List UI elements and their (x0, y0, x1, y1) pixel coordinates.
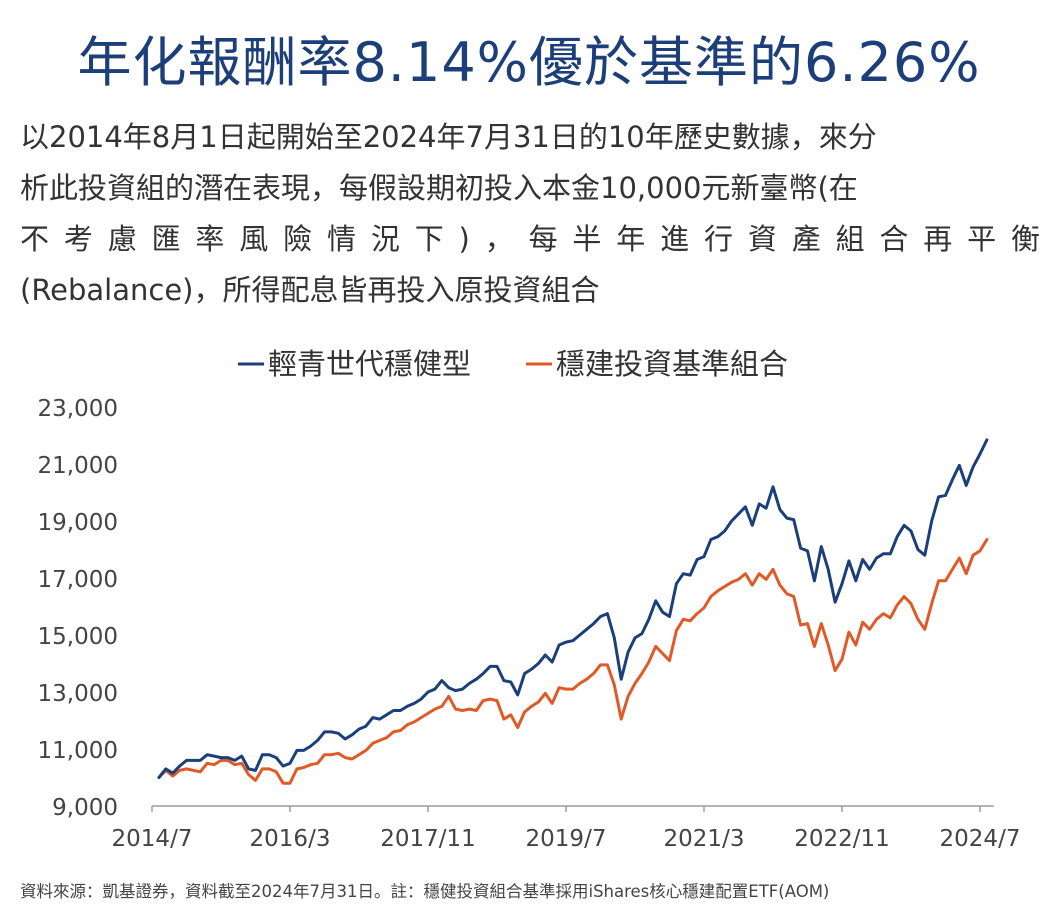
page-title: 年化報酬率8.14%優於基準的6.26% (77, 31, 981, 94)
description-line-2: 析此投資組的潛在表現，每假設期初投入本金10,000元新臺幣(在 (20, 171, 858, 205)
series-layer (157, 438, 989, 785)
y-tick-label: 19,000 (38, 510, 118, 536)
y-tick-label: 15,000 (38, 624, 118, 650)
y-tick-label: 13,000 (38, 681, 118, 707)
x-axis: 2014/7 2016/3 2017/11 2019/7 2021/3 2022/11 20… (112, 805, 1021, 852)
description-line-3: 不考慮匯率風險情況下)，每半年進行資產組合再平衡 (20, 222, 1040, 256)
legend-label-series-1: 輕青世代穩健型 (268, 347, 471, 381)
x-tick-label: 2022/11 (794, 826, 890, 852)
description: 以2014年8月1日起開始至2024年7月31日的10年歷史數據，來分 析此投資… (20, 112, 1040, 316)
legend-label-series-2: 穩建投資基準組合 (556, 347, 788, 381)
x-tick-label: 2024/7 (940, 826, 1021, 852)
x-tick-label: 2019/7 (526, 826, 607, 852)
footnote: 資料來源：凱基證券，資料截至2024年7月31日。註：穩健投資組合基準採用iSh… (20, 882, 830, 901)
x-tick-label: 2014/7 (112, 826, 193, 852)
description-line-1: 以2014年8月1日起開始至2024年7月31日的10年歷史數據，來分 (20, 120, 877, 154)
y-tick-label: 21,000 (38, 453, 118, 479)
y-tick-label: 17,000 (38, 567, 118, 593)
y-tick-label: 11,000 (38, 738, 118, 764)
y-tick-label: 9,000 (52, 795, 118, 821)
x-tick-label: 2017/11 (380, 826, 476, 852)
x-tick-label: 2021/3 (664, 826, 745, 852)
chart-legend: 輕青世代穩健型 穩建投資基準組合 (238, 347, 788, 381)
y-tick-label: 23,000 (38, 396, 118, 422)
description-line-4: (Rebalance)，所得配息皆再投入原投資組合 (20, 273, 600, 307)
series-line-2 (157, 538, 989, 785)
line-chart: 輕青世代穩健型 穩建投資基準組合 9,000 11,000 13,000 15,000… (38, 347, 1021, 852)
series-line-1 (157, 438, 989, 779)
x-tick-label: 2016/3 (250, 826, 331, 852)
y-axis-ticks: 9,000 11,000 13,000 15,000 17,000 19,000 21,00… (38, 396, 118, 821)
